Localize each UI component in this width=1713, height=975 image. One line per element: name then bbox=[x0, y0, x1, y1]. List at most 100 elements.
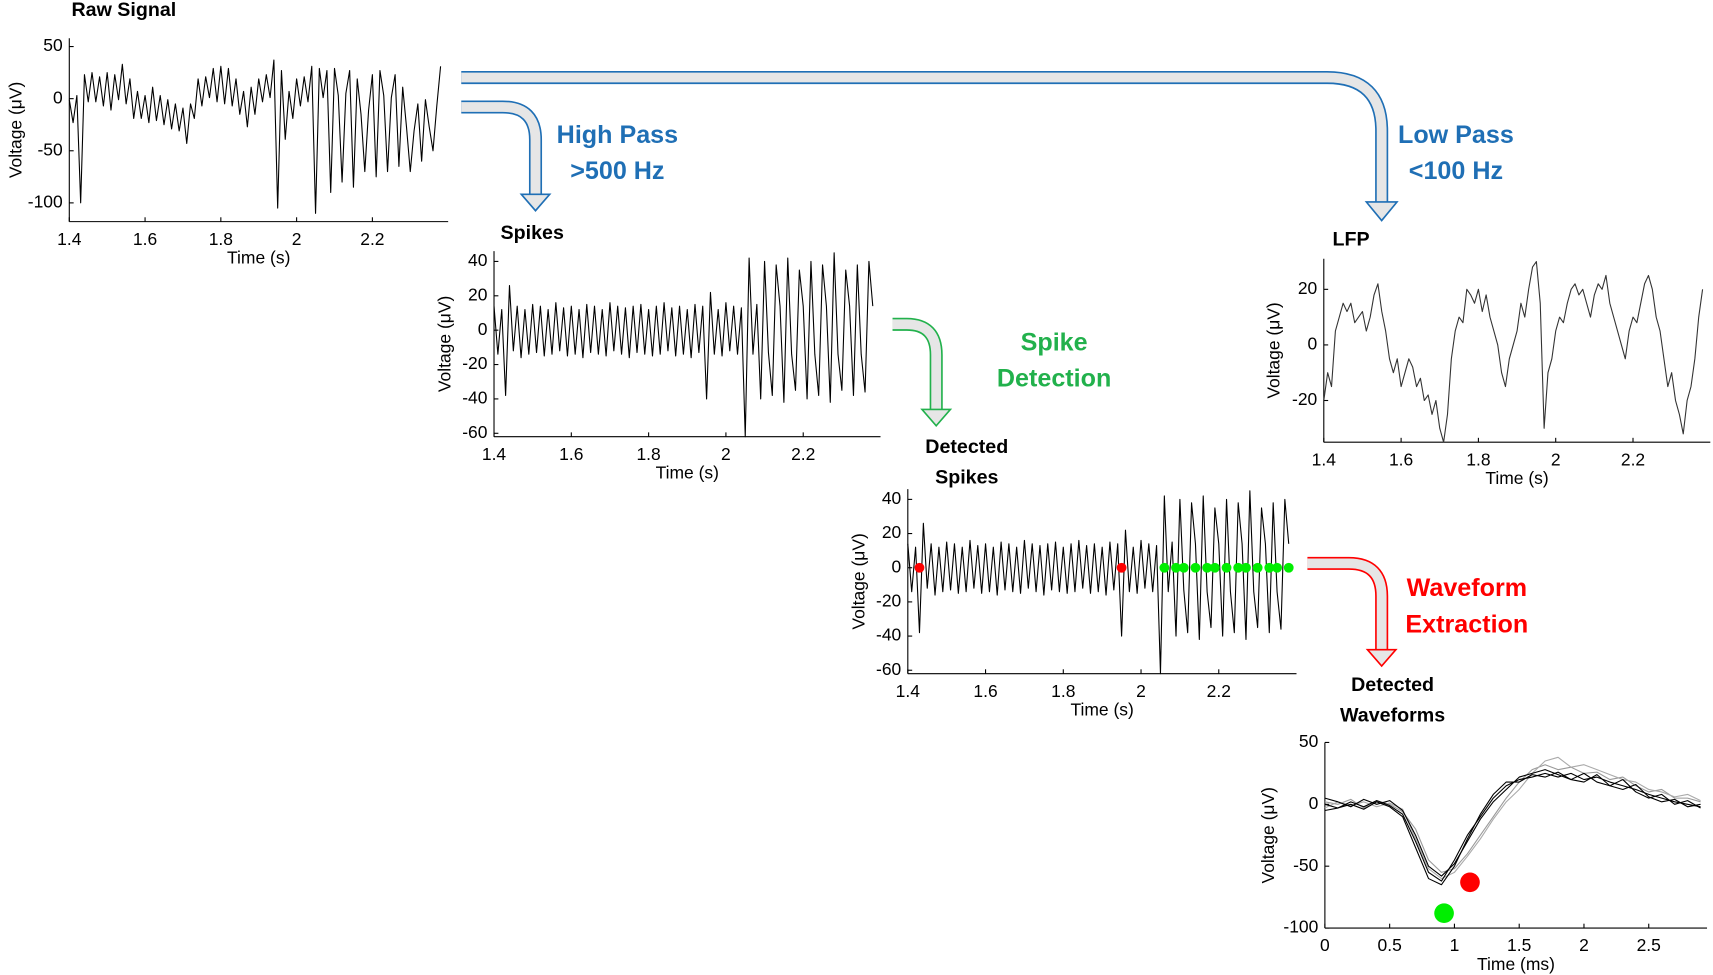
x-axis-label: Time (ms) bbox=[1477, 954, 1555, 974]
flow-label: Detection bbox=[997, 365, 1111, 393]
arrow-head bbox=[519, 193, 552, 212]
chart: Detected Waveforms 0 0.5 1 1.5 2 2.5 50 0 -50 -100 T… bbox=[1258, 674, 1708, 974]
x-tick-label: 2 bbox=[292, 229, 302, 249]
y-tick-label: -40 bbox=[876, 625, 902, 645]
y-axis-label: Voltage (μV) bbox=[1263, 302, 1283, 398]
y-tick-label: 0 bbox=[892, 556, 902, 576]
y-tick-label: -20 bbox=[462, 353, 488, 373]
x-tick-label: 1.6 bbox=[559, 444, 583, 464]
chart-title: Raw Signal bbox=[71, 0, 176, 21]
x-axis-label: Time (s) bbox=[1070, 699, 1133, 719]
x-tick-label: 1 bbox=[1450, 935, 1460, 955]
x-tick-label: 2 bbox=[1579, 935, 1589, 955]
chart: LFP 1.4 1.6 1.8 2 2.2 20 0 -20 Time (s) Voltage (μ… bbox=[1263, 228, 1711, 488]
flow-label: >500 Hz bbox=[570, 157, 664, 185]
y-tick-label: 0 bbox=[53, 87, 63, 107]
chart-title: Spikes bbox=[501, 222, 564, 244]
detection-marker bbox=[1178, 562, 1189, 573]
arrow-waveform-extraction-fill bbox=[1307, 558, 1387, 650]
y-tick-label: -60 bbox=[462, 422, 488, 442]
arrow-head bbox=[920, 408, 953, 428]
chart-title: Spikes bbox=[935, 466, 998, 488]
detection-marker bbox=[1252, 562, 1263, 573]
signal-line bbox=[68, 59, 442, 214]
flow-arrows bbox=[461, 70, 1399, 668]
x-tick-label: 1.8 bbox=[1466, 449, 1490, 469]
detection-marker bbox=[1171, 562, 1181, 573]
y-tick-label: -50 bbox=[38, 139, 64, 159]
x-tick-label: 0 bbox=[1320, 935, 1330, 955]
y-tick-label: 20 bbox=[468, 284, 488, 304]
x-tick-label: 1.6 bbox=[1389, 449, 1413, 469]
arrow-head bbox=[1365, 648, 1398, 668]
arrow-spike-detection-fill bbox=[892, 319, 942, 410]
x-tick-label: 1.5 bbox=[1507, 935, 1531, 955]
x-axis-label: Time (s) bbox=[656, 462, 719, 482]
signal-line bbox=[493, 252, 874, 438]
detection-marker bbox=[1159, 562, 1170, 573]
y-tick-label: 20 bbox=[882, 522, 902, 542]
detection-marker bbox=[1264, 562, 1275, 573]
x-tick-label: 1.8 bbox=[636, 444, 660, 464]
detection-marker bbox=[1209, 562, 1220, 573]
flow-label: <100 Hz bbox=[1409, 157, 1503, 185]
signal-line bbox=[907, 490, 1290, 675]
y-axis-label: Voltage (μV) bbox=[848, 533, 868, 629]
arrow-low-pass-fill bbox=[461, 72, 1387, 202]
detection-marker bbox=[1241, 562, 1251, 573]
x-tick-label: 2.2 bbox=[1621, 449, 1645, 469]
signal-line bbox=[1323, 261, 1704, 443]
flow-label: Extraction bbox=[1405, 610, 1528, 638]
detection-marker bbox=[1116, 562, 1127, 573]
y-tick-label: 50 bbox=[43, 35, 63, 55]
chart-title: LFP bbox=[1333, 228, 1370, 250]
chart: Spikes 1.4 1.6 1.8 2 2.2 40 20 0 -20 -40 -60 Time (s… bbox=[435, 222, 881, 482]
y-axis-label: Voltage (μV) bbox=[5, 82, 25, 178]
x-tick-label: 2.5 bbox=[1637, 935, 1661, 955]
detection-marker bbox=[1221, 562, 1232, 573]
detection-marker bbox=[1233, 562, 1244, 573]
y-tick-label: 0 bbox=[478, 319, 488, 339]
y-tick-label: -20 bbox=[876, 591, 902, 611]
y-tick-label: 20 bbox=[1298, 278, 1318, 298]
detection-marker bbox=[1434, 903, 1454, 924]
chart-title: Detected bbox=[925, 436, 1008, 458]
arrow-waveform-extraction bbox=[1307, 556, 1389, 650]
flow-label: Spike bbox=[1021, 329, 1088, 357]
waveform-line bbox=[1324, 764, 1701, 873]
waveform-line bbox=[1324, 756, 1701, 880]
x-tick-label: 0.5 bbox=[1378, 935, 1402, 955]
x-tick-label: 2 bbox=[721, 444, 731, 464]
waveform-line bbox=[1324, 769, 1701, 877]
x-tick-label: 2 bbox=[1136, 681, 1146, 701]
x-axis-label: Time (s) bbox=[1485, 468, 1548, 488]
x-tick-label: 2.2 bbox=[360, 229, 384, 249]
y-tick-label: -60 bbox=[876, 659, 902, 679]
chart-title: Waveforms bbox=[1340, 704, 1445, 726]
arrow-head bbox=[1364, 201, 1399, 222]
x-tick-label: 2.2 bbox=[1207, 681, 1231, 701]
y-tick-label: 0 bbox=[1309, 793, 1319, 813]
detection-marker bbox=[914, 562, 925, 573]
detection-marker bbox=[1272, 562, 1282, 573]
x-tick-label: 1.8 bbox=[1051, 681, 1075, 701]
flow-label: Waveform bbox=[1407, 574, 1527, 602]
waveform-line bbox=[1324, 771, 1701, 886]
arrow-high-pass bbox=[461, 100, 543, 195]
y-axis-label: Voltage (μV) bbox=[435, 296, 455, 392]
y-tick-label: -100 bbox=[1283, 917, 1318, 937]
y-tick-label: 0 bbox=[1308, 334, 1318, 354]
y-axis-label: Voltage (μV) bbox=[1258, 787, 1278, 883]
x-tick-label: 1.6 bbox=[973, 681, 997, 701]
chart: Raw Signal 1.4 1.6 1.8 2 2.2 50 0 -50 -100 Time (s… bbox=[5, 0, 449, 267]
x-tick-label: 1.6 bbox=[133, 229, 157, 249]
x-tick-label: 1.4 bbox=[896, 681, 921, 701]
detection-marker bbox=[1283, 562, 1294, 573]
y-tick-label: 40 bbox=[468, 250, 488, 270]
detection-marker bbox=[1190, 562, 1201, 573]
detection-marker bbox=[1202, 562, 1213, 573]
x-tick-label: 1.8 bbox=[209, 229, 233, 249]
flow-label: Low Pass bbox=[1398, 121, 1514, 149]
x-tick-label: 2.2 bbox=[791, 444, 815, 464]
